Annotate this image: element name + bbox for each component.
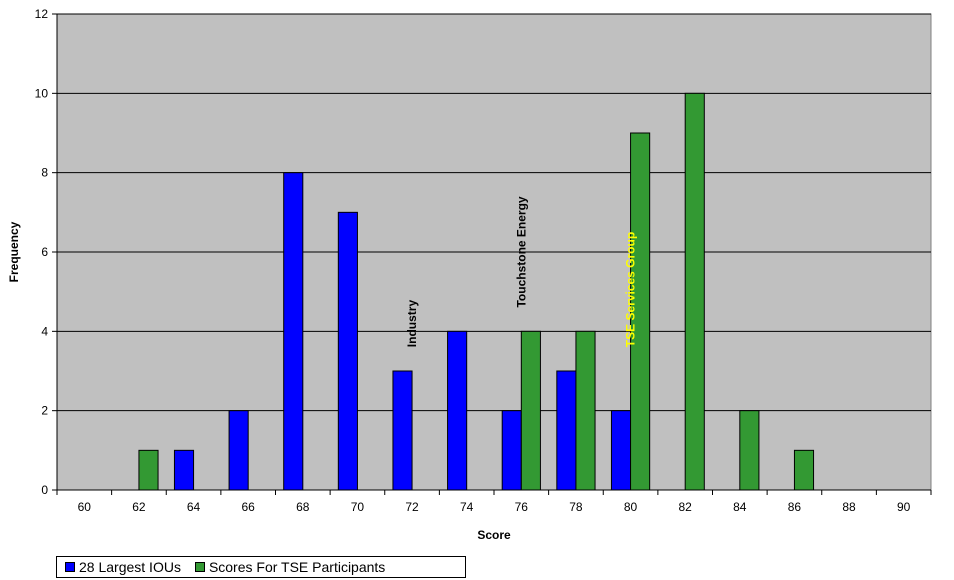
bars [138,92,815,491]
annotation-label: TSE Services Group [624,232,638,347]
bar-tse-84 [739,410,760,491]
legend-swatch-tse [194,562,205,572]
axes [52,13,932,495]
x-tick-label: 72 [405,500,419,514]
y-tick-label: 0 [41,483,48,497]
legend-item-tse: Scores For TSE Participants [194,559,386,575]
bar-tse-86 [793,449,815,491]
x-tick-label: 60 [78,500,92,514]
annotations: Industry Touchstone Energy TSE Services Gr… [405,196,638,347]
bar-iou-78 [556,370,577,491]
y-tick-label: 6 [41,245,48,259]
bar-tse-78 [575,330,596,491]
y-tick-label: 12 [35,7,49,21]
x-tick-label: 86 [788,500,802,514]
x-tick-label: 62 [132,500,146,514]
x-tick-label: 80 [624,500,638,514]
bar-iou-74 [447,330,468,491]
legend-item-iou: 28 Largest IOUs [65,559,181,575]
bar-iou-66 [228,410,249,491]
legend: 28 Largest IOUs Scores For TSE Participa… [56,556,466,578]
x-tick-label: 64 [187,500,201,514]
x-axis-title: Score [477,528,511,542]
bar-iou-68 [283,172,304,491]
x-tick-label: 68 [296,500,310,514]
x-tick-labels: 60 62 64 66 68 70 72 74 76 78 80 82 84 86 88 90 [78,500,911,514]
bar-iou-70 [337,211,358,491]
bar-tse-76 [520,330,541,491]
x-tick-label: 82 [679,500,693,514]
bar-iou-76 [501,410,522,491]
y-tick-label: 8 [41,166,48,180]
x-tick-label: 90 [897,500,911,514]
x-tick-label: 88 [842,500,856,514]
x-tick-label: 66 [242,500,256,514]
bar-iou-80 [610,410,632,491]
x-tick-label: 74 [460,500,474,514]
x-tick-label: 76 [515,500,529,514]
x-tick-label: 84 [733,500,747,514]
x-tick-label: 70 [351,500,365,514]
y-tick-label: 4 [41,324,48,338]
bar-tse-82 [684,92,705,491]
x-tick-label: 78 [569,500,583,514]
bar-iou-64 [173,449,195,491]
bar-iou-72 [392,370,413,491]
bar-tse-62 [138,449,159,491]
annotation-label: Industry [405,300,419,348]
legend-swatch-iou [65,562,75,572]
y-tick-label: 2 [41,404,48,418]
annotation-label: Touchstone Energy [514,196,528,307]
gridlines [57,13,931,412]
y-axis-title: Frequency [7,221,21,282]
legend-label-iou: 28 Largest IOUs [79,559,181,575]
y-tick-label: 10 [35,86,49,100]
legend-label-tse: Scores For TSE Participants [208,559,386,575]
y-tick-labels: 0 2 4 6 8 10 12 [35,7,49,497]
